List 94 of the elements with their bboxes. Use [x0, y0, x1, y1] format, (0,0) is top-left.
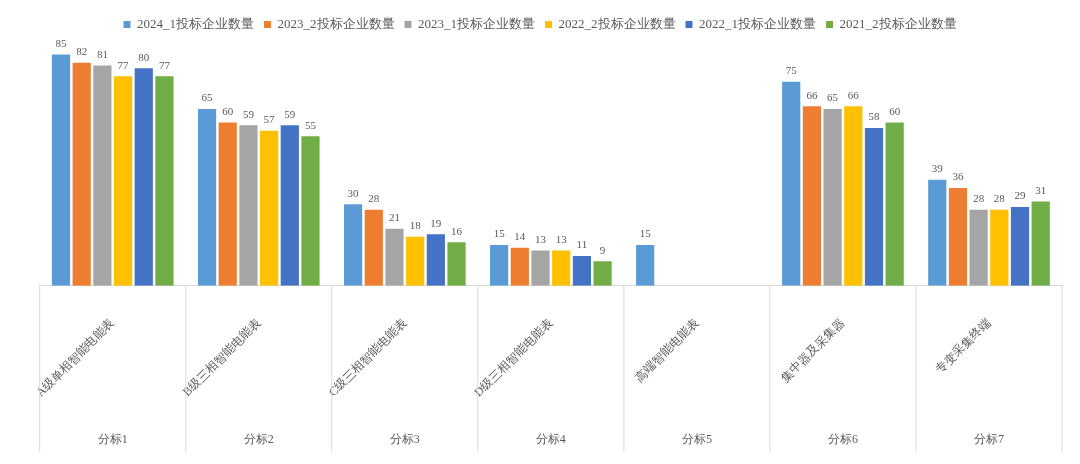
bar — [155, 76, 174, 286]
data-label: 15 — [639, 227, 652, 240]
data-label: 85 — [55, 36, 67, 49]
legend-label: 2024_1投标企业数量 — [137, 15, 254, 31]
data-label: 19 — [430, 216, 442, 229]
bar — [301, 136, 320, 286]
bar — [490, 245, 509, 286]
data-label: 77 — [117, 58, 130, 71]
data-label: 80 — [138, 50, 150, 63]
legend-label: 2021_2投标企业数量 — [839, 15, 957, 31]
bar — [113, 76, 133, 286]
bar — [990, 209, 1009, 286]
bar — [572, 255, 591, 286]
text: 分标6 — [827, 432, 858, 447]
x-tick-label: A级单相智能电能表 — [33, 315, 118, 400]
data-label: 59 — [284, 107, 296, 120]
bar — [510, 247, 529, 286]
data-label: 28 — [368, 192, 380, 205]
bar — [447, 242, 466, 286]
data-label: 81 — [96, 47, 108, 60]
legend-label: 2022_2投标企业数量 — [558, 15, 676, 31]
text: 分标5 — [681, 432, 712, 447]
bar — [51, 54, 71, 286]
data-label: 15 — [493, 227, 506, 240]
text: 分标4 — [535, 432, 566, 447]
data-label: 66 — [847, 88, 860, 101]
bar — [406, 236, 425, 286]
bar — [802, 106, 822, 286]
text: 分标2 — [243, 432, 274, 447]
x-tick-label: 高端智能电能表 — [631, 315, 702, 385]
bar — [1010, 206, 1030, 286]
data-label: 28 — [993, 192, 1006, 205]
data-label: 31 — [1035, 183, 1047, 196]
bar — [93, 65, 112, 286]
bar — [948, 187, 968, 286]
bar — [885, 122, 904, 286]
bar — [197, 109, 217, 286]
x-tick-label: B级三相智能电能表 — [179, 315, 264, 399]
legend-label: 2023_2投标企业数量 — [277, 15, 395, 31]
data-label: 14 — [514, 230, 526, 243]
bar — [844, 106, 863, 286]
bar — [928, 179, 947, 286]
data-label: 65 — [201, 91, 214, 104]
bar — [385, 228, 404, 286]
bar — [782, 81, 801, 286]
data-label: 75 — [785, 64, 798, 77]
bar — [636, 245, 655, 286]
bar — [218, 122, 237, 286]
bar — [552, 250, 571, 286]
data-label: 57 — [263, 113, 276, 126]
bar — [239, 125, 258, 286]
bar — [260, 130, 279, 286]
x-tick-label: 专变采集终端 — [932, 315, 994, 377]
text: 分标7 — [973, 432, 1004, 447]
bar — [593, 261, 612, 286]
data-label: 55 — [304, 118, 317, 131]
bar — [343, 204, 363, 286]
data-label: 13 — [535, 232, 547, 245]
data-label: 36 — [952, 170, 964, 183]
data-label: 60 — [889, 104, 901, 117]
data-label: 39 — [931, 162, 944, 175]
data-label: 9 — [599, 243, 606, 256]
bar — [134, 68, 153, 286]
data-label: 82 — [76, 45, 88, 58]
x-tick-label: C级三相智能电能表 — [325, 315, 410, 399]
bar — [364, 209, 383, 286]
data-label: 58 — [868, 110, 880, 123]
bar — [969, 209, 988, 286]
data-label: 59 — [242, 107, 255, 120]
data-label: 18 — [409, 219, 422, 232]
x-tick-label: D级三相智能电能表 — [471, 315, 556, 400]
bar — [531, 250, 550, 286]
bar — [72, 62, 91, 286]
data-label: 21 — [388, 211, 400, 224]
data-label: 60 — [222, 104, 234, 117]
data-label: 30 — [347, 186, 360, 199]
bar — [864, 128, 884, 286]
bar — [823, 109, 842, 286]
x-tick-label: 集中器及采集器 — [777, 315, 848, 385]
data-label: 29 — [1014, 189, 1027, 202]
data-label: 13 — [555, 232, 568, 245]
bar — [426, 234, 445, 286]
bar — [280, 125, 299, 286]
text: 分标1 — [97, 432, 128, 447]
text: 分标3 — [389, 432, 420, 447]
legend-label: 2023_1投标企业数量 — [418, 15, 535, 31]
data-label: 77 — [158, 58, 171, 71]
bar — [1031, 201, 1050, 286]
data-label: 65 — [827, 91, 839, 104]
data-label: 11 — [576, 238, 588, 251]
data-label: 16 — [451, 224, 463, 237]
data-label: 28 — [973, 192, 985, 205]
data-label: 66 — [806, 88, 818, 101]
legend-label: 2022_1投标企业数量 — [699, 15, 816, 31]
